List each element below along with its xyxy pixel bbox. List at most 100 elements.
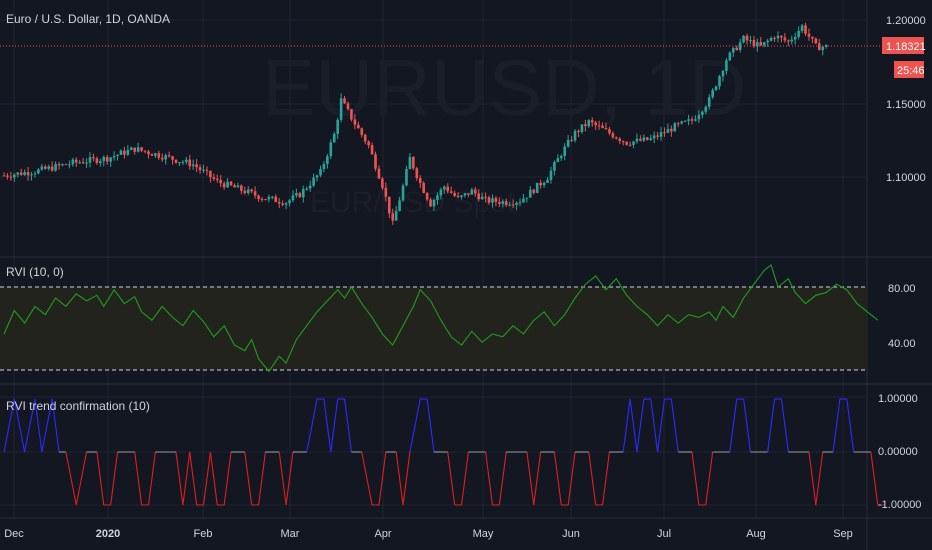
confirmation-segment <box>285 451 294 506</box>
confirmation-segment <box>13 398 26 453</box>
candle-body <box>704 106 708 112</box>
confirmation-segment <box>526 451 535 506</box>
candle-body <box>429 199 432 207</box>
candle-body <box>549 170 553 180</box>
candle-body <box>329 142 333 157</box>
candle-body <box>776 35 780 39</box>
time-axis-label: Jun <box>562 528 580 540</box>
confirmation-segment <box>485 451 494 506</box>
price-badge-bg <box>882 37 924 54</box>
candle-body <box>129 147 133 150</box>
candle-body <box>284 203 288 205</box>
candle-body <box>697 114 701 120</box>
candle-body <box>81 162 85 164</box>
candle-body <box>539 182 542 186</box>
candle-body <box>797 30 800 37</box>
candle-body <box>408 156 412 170</box>
confirmation-segment <box>378 451 387 506</box>
candle-body <box>6 175 9 177</box>
candle-body <box>332 133 336 143</box>
candle-body <box>793 36 797 40</box>
candle-body <box>88 157 92 163</box>
confirmation-segment <box>657 398 666 453</box>
candle-body <box>780 35 783 38</box>
candle-body <box>680 121 683 124</box>
candle-body <box>615 137 618 139</box>
candle-body <box>666 128 670 133</box>
price-tick: 1.20000 <box>886 15 926 27</box>
symbol-header: Euro / U.S. Dollar, 1D, OANDA <box>6 12 170 26</box>
candle-body <box>470 189 474 195</box>
confirmation-segment <box>808 451 817 506</box>
candle-body <box>735 47 739 51</box>
confirmation-segment <box>691 451 700 506</box>
candle-body <box>33 173 37 175</box>
candle-body <box>322 164 326 170</box>
time-axis-label: Jul <box>657 528 671 540</box>
candle-body <box>731 47 735 53</box>
candle-body <box>480 196 484 200</box>
confirmation-segment <box>395 451 404 506</box>
candle-body <box>580 124 584 133</box>
conf-tick: -1.00000 <box>878 499 921 511</box>
candle-body <box>133 147 137 152</box>
candle-body <box>618 138 622 142</box>
candle-body <box>714 86 718 91</box>
candle-body <box>398 200 401 212</box>
candle-body <box>718 76 721 87</box>
candle-body <box>487 197 491 203</box>
candle-body <box>453 192 456 196</box>
candle-body <box>756 42 759 47</box>
candle-body <box>367 141 370 146</box>
confirmation-axis: 1.00000 0.00000 -1.00000 <box>878 393 921 511</box>
confirmation-title: RVI trend confirmation (10) <box>6 399 150 413</box>
candle-body <box>167 155 171 157</box>
candle-body <box>728 52 732 61</box>
time-axis-label: Sep <box>833 528 853 540</box>
candle-body <box>357 124 360 129</box>
confirmation-segment <box>780 398 789 453</box>
candle-body <box>374 154 377 169</box>
candle-body <box>652 135 656 139</box>
candle-body <box>701 111 704 115</box>
candle-body <box>501 201 505 204</box>
candle-body <box>253 191 257 196</box>
confirmation-segment <box>24 398 36 453</box>
confirmation-segment <box>330 398 339 453</box>
candle-body <box>178 162 181 164</box>
candle-body <box>645 137 649 140</box>
candle-body <box>824 44 828 47</box>
candle-body <box>587 120 591 127</box>
confirmation-segment <box>3 398 15 453</box>
candle-body <box>821 46 825 51</box>
candle-body <box>491 198 494 203</box>
candle-body <box>711 90 714 98</box>
candle-body <box>439 189 443 196</box>
candle-body <box>19 172 23 175</box>
candle-body <box>405 169 408 186</box>
candle-body <box>205 169 209 171</box>
candle-body <box>639 138 642 141</box>
candle-body <box>594 122 597 126</box>
time-axis: Dec 2020 Feb Mar Apr May Jun Jul Aug Sep <box>4 528 853 540</box>
candle-body <box>164 155 167 160</box>
candle-body <box>198 167 202 170</box>
confirmation-segment <box>409 398 421 453</box>
time-axis-label: Mar <box>281 528 300 540</box>
candle-body <box>140 147 143 151</box>
candle-body <box>54 164 57 171</box>
candle-body <box>790 39 794 42</box>
candle-body <box>814 38 818 44</box>
confirmation-segment <box>223 451 232 506</box>
candle-body <box>673 123 677 132</box>
confirmation-segment <box>629 398 638 453</box>
candle-body <box>532 189 536 193</box>
candle-body <box>484 196 487 198</box>
candle-body <box>773 37 776 39</box>
confirmation-segment <box>209 451 218 506</box>
rvi-tick: 80.00 <box>888 283 916 295</box>
candle-body <box>339 98 343 120</box>
candle-body <box>229 181 233 186</box>
rvi-tick: 40.00 <box>888 338 916 350</box>
candle-body <box>570 139 573 141</box>
